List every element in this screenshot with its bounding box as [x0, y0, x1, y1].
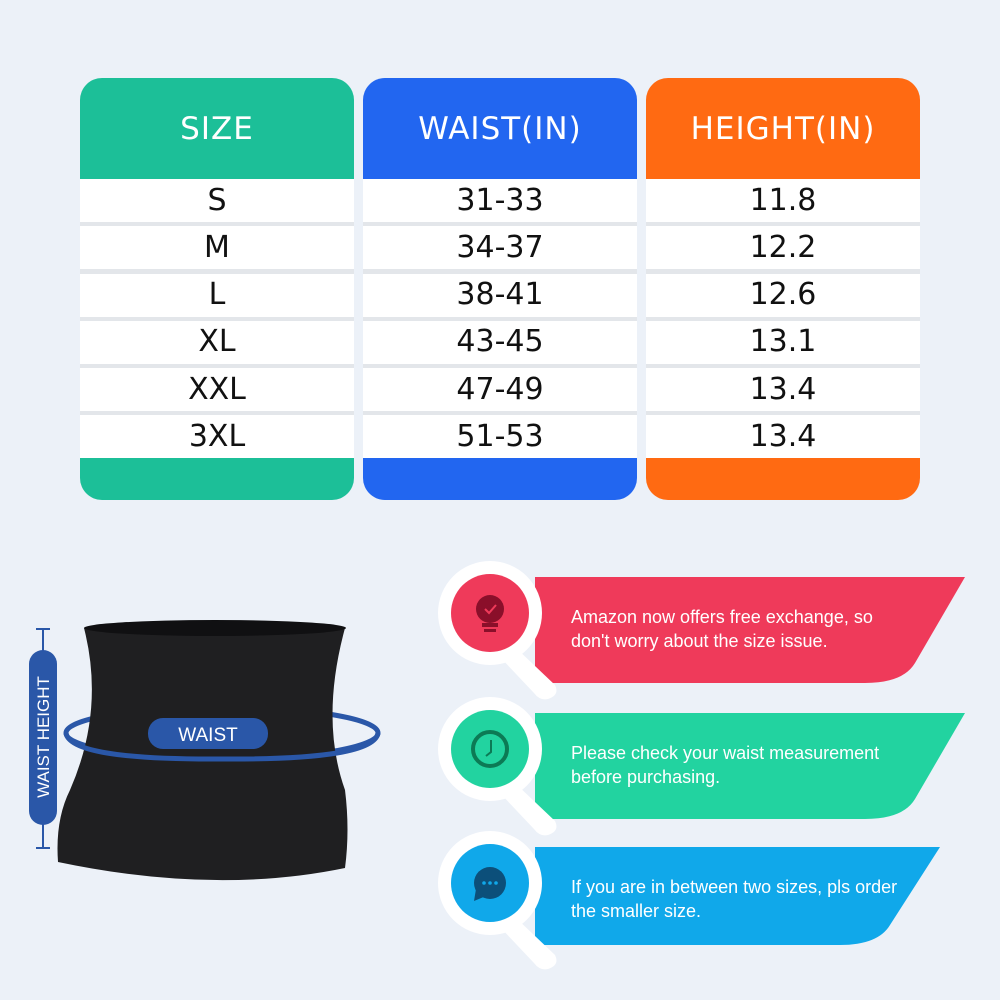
- table-cell: L: [80, 273, 354, 317]
- waist-trainer-belt: [57, 621, 348, 881]
- column-0: SIZE S M L XL XXL 3XL: [80, 78, 354, 500]
- waist-label: WAIST: [178, 725, 238, 746]
- column-rows: 31-33 34-37 38-41 43-45 47-49 51-53: [363, 179, 637, 459]
- height-label: WAIST HEIGHT: [34, 676, 53, 798]
- tip-text-line-1: If you are in between two sizes, pls ord…: [571, 877, 898, 897]
- tip-text-line-1: Amazon now offers free exchange, so: [571, 607, 873, 627]
- chat-bubble-icon: [474, 867, 506, 901]
- tip-text: Amazon now offers free exchange, so don't…: [571, 605, 873, 653]
- height-label-pill: [29, 650, 57, 825]
- table-cell: 3XL: [80, 415, 354, 459]
- lightbulb-check-icon: [476, 595, 504, 632]
- column-rows: 11.8 12.2 12.6 13.1 13.4 13.4: [646, 179, 920, 459]
- column-header: WAIST(IN): [418, 110, 582, 147]
- column-header: HEIGHT(IN): [690, 110, 876, 147]
- column-rows: S M L XL XXL 3XL: [80, 179, 354, 459]
- table-cell: 11.8: [646, 179, 920, 222]
- table-cell: 38-41: [363, 273, 637, 317]
- waist-label-pill: [148, 718, 268, 749]
- column-1: WAIST(IN) 31-33 34-37 38-41 43-45 47-49 51-53: [363, 78, 637, 500]
- clock-icon: [471, 730, 509, 768]
- tip-text-line-2: the smaller size.: [571, 901, 702, 921]
- tip-text-line-2: don't worry about the size issue.: [571, 631, 828, 651]
- table-cell: 43-45: [363, 320, 637, 364]
- tip-text: Please check your waist measurement befor…: [571, 741, 879, 789]
- table-cell: 51-53: [363, 415, 637, 459]
- table-cell: 13.4: [646, 415, 920, 459]
- tip-text: If you are in between two sizes, pls ord…: [571, 875, 897, 923]
- tip-text-line-1: Please check your waist measurement: [571, 743, 880, 763]
- table-cell: 13.1: [646, 320, 920, 364]
- table-cell: 12.2: [646, 226, 920, 270]
- table-cell: 34-37: [363, 226, 637, 270]
- table-cell: 31-33: [363, 179, 637, 222]
- belt-top-opening: [84, 620, 346, 636]
- waist-ring-front: [63, 732, 381, 762]
- waist-trainer-diagram: WAIST WAIST HEIGHT: [29, 620, 381, 881]
- tip-text-line-2: before purchasing.: [571, 767, 721, 787]
- column-header: SIZE: [180, 110, 254, 147]
- table-cell: M: [80, 226, 354, 270]
- table-cell: 13.4: [646, 368, 920, 412]
- table-cell: S: [80, 179, 354, 222]
- table-cell: 12.6: [646, 273, 920, 317]
- column-2: HEIGHT(IN) 11.8 12.2 12.6 13.1 13.4 13.4: [646, 78, 920, 500]
- table-cell: XL: [80, 320, 354, 364]
- table-cell: XXL: [80, 368, 354, 412]
- table-cell: 47-49: [363, 368, 637, 412]
